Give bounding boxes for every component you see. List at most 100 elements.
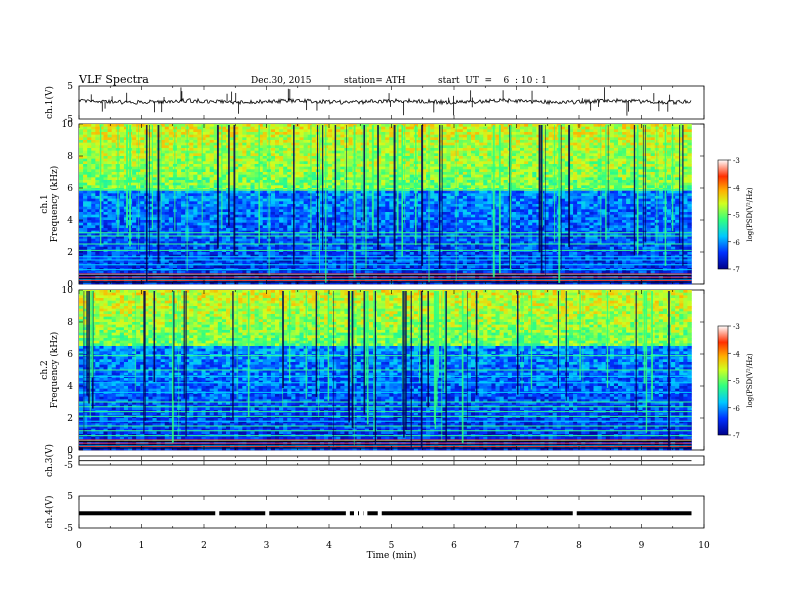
ch1-spectrogram-cell	[430, 172, 435, 175]
ch1-spectrogram-cell	[238, 126, 243, 130]
ch1-spectrogram-cell	[495, 166, 500, 170]
ch1-spectrogram-cell	[642, 161, 647, 165]
ch1-spectrogram-cell	[630, 142, 635, 146]
ch1-spectrogram-cell	[613, 164, 619, 167]
ch1-spectrogram-cell	[597, 166, 602, 170]
ch1-spectrogram-cell	[458, 185, 464, 189]
ch1-spectrogram-cell	[152, 198, 157, 202]
ch1-spectrogram-cell	[385, 164, 390, 167]
ch1-spectrogram-cell	[217, 169, 223, 173]
ch1-spectrogram-cell	[442, 204, 447, 207]
ch1-spectrogram-cell	[119, 174, 125, 178]
ch1-spectrogram-cell	[177, 129, 182, 133]
ch1-spectrogram-cell	[401, 164, 406, 167]
ch1-spectrogram-cell	[466, 148, 472, 151]
ch1-spectrogram-cell	[193, 140, 198, 143]
ch1-spectrogram-cell	[483, 132, 488, 135]
ch1-spectrogram-cell	[95, 134, 100, 138]
ch1-spectrogram-cell	[368, 177, 374, 181]
ch1-spectrogram-cell	[503, 134, 509, 138]
ch1-spectrogram-cell	[679, 142, 684, 146]
ch1-spectrogram-cell	[393, 185, 398, 189]
ch1-spectrogram-cell	[634, 166, 639, 170]
ch1-spectrogram-cell	[630, 204, 635, 207]
ch1-spectrogram-cell	[499, 153, 504, 157]
ch1-spectrogram-cell	[287, 177, 292, 181]
ch1-spectrogram-cell	[307, 132, 313, 135]
ch1-spectrogram-cell	[618, 174, 623, 178]
ch1-spectrogram-cell	[642, 129, 647, 133]
ch1-spectrogram-cell	[368, 158, 374, 162]
ch1-spectrogram-cell	[95, 206, 100, 210]
ch1-spectrogram-cell	[381, 209, 386, 213]
ch1-spectrogram-cell	[679, 169, 684, 173]
ch1-spectrogram-cell	[564, 182, 570, 186]
ch1-spectrogram-cell	[511, 161, 517, 165]
ch1-spectrogram-cell	[589, 124, 594, 127]
ch1-spectrogram-cell	[201, 158, 206, 162]
ch1-spectrogram-cell	[193, 198, 198, 202]
ch1-spectrogram-cell	[658, 140, 664, 143]
ch1-spectrogram-cell	[230, 129, 235, 133]
ch1-spectrogram-cell	[250, 185, 255, 189]
ch1-spectrogram-cell	[270, 209, 276, 213]
ch1-spectrogram-cell	[638, 153, 643, 157]
ch1-spectrogram-cell	[483, 180, 488, 183]
ch1-spectrogram-cell	[471, 182, 476, 186]
ch1-spectrogram-cell	[348, 201, 353, 205]
ch1-spectrogram-cell	[258, 198, 264, 202]
ch1-spectrogram-cell	[593, 137, 598, 141]
ch1-spectrogram-cell	[168, 158, 174, 162]
ch1-spectrogram-cell	[658, 193, 664, 197]
ch1-spectrogram-cell	[397, 132, 402, 135]
ch1-spectrogram-cell	[107, 161, 112, 165]
ch1-spectrogram-cell	[520, 190, 525, 194]
ch1-spectrogram-cell	[148, 129, 153, 133]
ch1-spectrogram-cell	[275, 174, 280, 178]
ch1-spectrogram-cell	[450, 140, 455, 143]
ch1-spectrogram-cell	[471, 142, 476, 146]
ch1-spectrogram-cell	[646, 148, 651, 151]
ch1-spectrogram-cell	[168, 196, 174, 199]
ch1-spectrogram-cell	[564, 169, 570, 173]
ch1-spectrogram-cell	[205, 172, 210, 175]
ch1-spectrogram-cell	[536, 190, 541, 194]
ch1-spectrogram-cell	[221, 196, 227, 199]
ch1-spectrogram-cell	[87, 196, 92, 199]
ch1-spectrogram-cell	[373, 177, 378, 181]
ch1-spectrogram-cell	[499, 204, 504, 207]
ch1-spectrogram-cell	[201, 126, 206, 130]
ch1-spectrogram-cell	[618, 182, 623, 186]
ch1-spectrogram-cell	[495, 169, 500, 173]
ch1-spectrogram-cell	[581, 190, 586, 194]
ch1-spectrogram-cell	[168, 140, 174, 143]
ch1-spectrogram-cell	[95, 126, 100, 130]
ch1-spectrogram-cell	[242, 164, 247, 167]
ch1-spectrogram-cell	[381, 169, 386, 173]
ch1-spectrogram-cell	[626, 201, 631, 205]
ch1-spectrogram-cell	[79, 190, 84, 194]
ch1-spectrogram-cell	[103, 185, 108, 189]
ch1-spectrogram-cell	[613, 206, 619, 210]
ch1-spectrogram-cell	[373, 190, 378, 194]
ch1-spectrogram-cell	[585, 180, 590, 183]
ch1-spectrogram-cell	[601, 206, 607, 210]
ch1-spectrogram-cell	[458, 169, 464, 173]
ch1-spectrogram-cell	[479, 166, 484, 170]
ch1-spectrogram-cell	[217, 164, 223, 167]
ch1-spectrogram-cell	[152, 185, 157, 189]
ch1-spectrogram-cell	[630, 182, 635, 186]
ch1-spectrogram-cell	[479, 201, 484, 205]
ch1-spectrogram-cell	[356, 140, 362, 143]
ch1-spectrogram-cell	[107, 185, 112, 189]
ch1-spectrogram-cell	[103, 134, 108, 138]
ch1-spectrogram-cell	[79, 134, 84, 138]
ch1-spectrogram-cell	[634, 124, 639, 127]
ch1-spectrogram-cell	[520, 180, 525, 183]
ch1-spectrogram-cell	[638, 185, 643, 189]
ch1-spectrogram-cell	[197, 204, 202, 207]
ch1-spectrogram-cell	[511, 185, 517, 189]
ch1-spectrogram-cell	[593, 126, 598, 130]
ch1-spectrogram-cell	[189, 142, 194, 146]
ch1-spectrogram-cell	[458, 158, 464, 162]
